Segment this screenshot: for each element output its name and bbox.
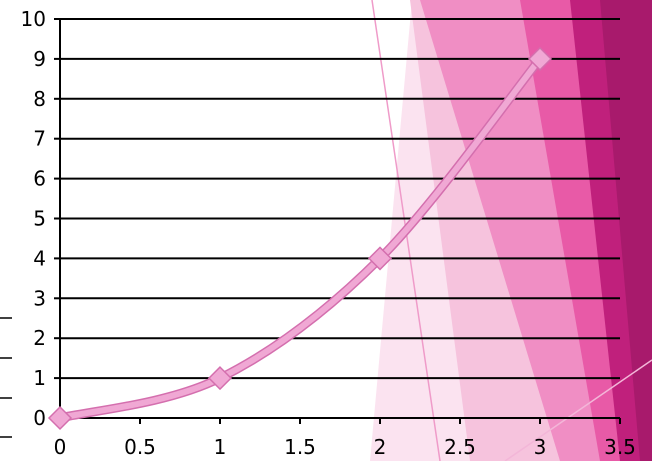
- y-tick-label-5: 5: [33, 207, 46, 231]
- left-edge-markers: [0, 317, 12, 438]
- y-tick-label-9: 9: [33, 47, 46, 71]
- series-0-line: [57, 55, 543, 421]
- x-tick-label-2.5: 2.5: [444, 435, 476, 459]
- y-tick-label-7: 7: [33, 127, 46, 151]
- background-decoration: [370, 0, 652, 461]
- x-tick-labels: 0 0.5 1 1.5 2 2.5 3 3.5: [54, 435, 636, 459]
- x-tick-label-0.5: 0.5: [124, 435, 156, 459]
- y-tick-label-8: 8: [33, 87, 46, 111]
- y-tick-label-3: 3: [33, 286, 46, 310]
- data-point-1: [207, 366, 233, 391]
- x-tick-label-3.5: 3.5: [604, 435, 636, 459]
- y-tick-labels: 0 1 2 3 4 5 6 7 8 9 10: [21, 7, 46, 430]
- y-tick-label-2: 2: [33, 326, 46, 350]
- y-tick-label-10: 10: [21, 7, 46, 31]
- series: [47, 46, 553, 431]
- x-tick-label-1.5: 1.5: [284, 435, 316, 459]
- y-tick-label-4: 4: [33, 246, 46, 270]
- x-tick-label-0: 0: [54, 435, 67, 459]
- y-tick-label-1: 1: [33, 366, 46, 390]
- x-tick-label-1: 1: [214, 435, 227, 459]
- data-point-3: [527, 46, 553, 71]
- x-tick-label-3: 3: [534, 435, 547, 459]
- gridlines: [60, 18, 620, 380]
- y-tick-label-0: 0: [33, 406, 46, 430]
- decor-shape-6: [600, 0, 652, 461]
- x-tick-label-2: 2: [374, 435, 387, 459]
- data-point-0: [47, 405, 73, 431]
- decor-line-2: [504, 359, 652, 461]
- data-point-2: [367, 246, 393, 271]
- y-tick-label-6: 6: [33, 167, 46, 191]
